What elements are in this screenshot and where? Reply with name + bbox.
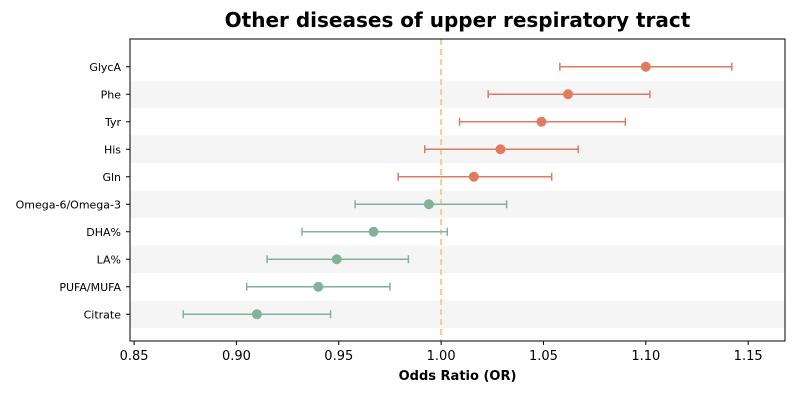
y-tick-label: Citrate <box>84 308 122 321</box>
x-tick-label: 1.05 <box>529 349 558 364</box>
plot-frame <box>129 38 786 342</box>
y-tick-label: Phe <box>101 88 122 101</box>
x-axis: 0.85 0.90 0.95 1.00 1.05 1.10 1.15 <box>120 341 763 364</box>
x-tick-label: 0.85 <box>120 349 149 364</box>
or-point <box>423 199 434 210</box>
chart-title: Other diseases of upper respiratory trac… <box>224 8 691 32</box>
y-tick-label: LA% <box>97 253 121 266</box>
or-point <box>536 116 547 127</box>
row-bands <box>130 80 785 328</box>
x-tick-label: 1.10 <box>631 349 660 364</box>
y-tick-label: DHA% <box>86 226 121 239</box>
or-point <box>563 89 574 100</box>
or-point <box>251 309 262 320</box>
x-tick-label: 1.00 <box>427 349 456 364</box>
or-point <box>331 254 342 265</box>
or-point <box>368 226 379 237</box>
y-tick-label: Gln <box>102 171 121 184</box>
x-axis-title: Odds Ratio (OR) <box>399 369 517 384</box>
x-tick-label: 1.15 <box>734 349 763 364</box>
y-axis: GlycA Phe Tyr His Gln Omega-6/Omega-3 DHA% LA% P… <box>16 61 130 321</box>
y-tick-label: His <box>104 143 121 156</box>
y-tick-label: Omega-6/Omega-3 <box>16 198 121 211</box>
row-band <box>130 80 785 108</box>
or-point <box>313 281 324 292</box>
y-tick-label: GlycA <box>89 61 121 74</box>
or-point <box>495 144 506 155</box>
or-point <box>640 61 651 72</box>
y-tick-label: PUFA/MUFA <box>59 281 121 294</box>
row-band <box>130 245 785 273</box>
or-point <box>468 171 479 182</box>
x-tick-label: 0.95 <box>324 349 353 364</box>
x-tick-label: 0.90 <box>222 349 251 364</box>
y-tick-label: Tyr <box>104 116 122 129</box>
odds-ratio-points <box>251 61 651 320</box>
